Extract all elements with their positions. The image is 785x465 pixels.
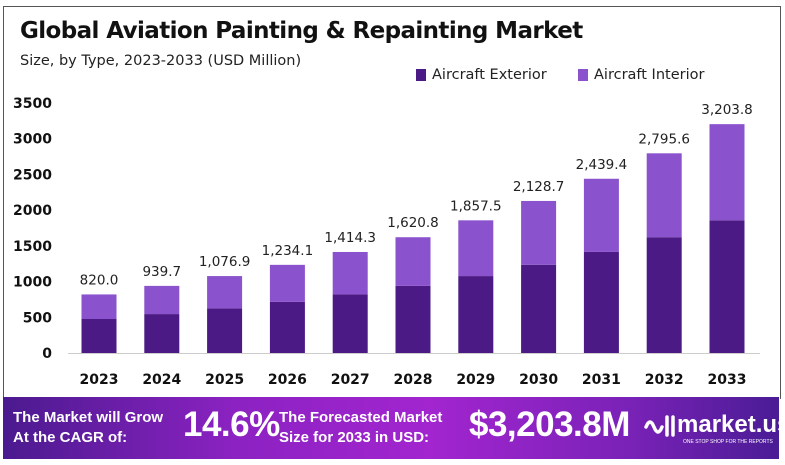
forecast-label: The Forecasted Market Size for 2033 in US… — [279, 408, 442, 448]
y-tick-label: 2500 — [13, 167, 52, 183]
data-label: 2,795.6 — [638, 131, 690, 147]
market-us-logo: market.us ONE STOP SHOP FOR THE REPORTS — [643, 411, 785, 445]
cagr-label: The Market will Grow At the CAGR of: — [13, 408, 163, 448]
legend-item-interior: Aircraft Interior — [578, 67, 704, 83]
x-tick-label: 2030 — [519, 372, 558, 388]
bar-exterior — [583, 251, 619, 353]
bar-exterior — [81, 319, 117, 353]
y-tick-label: 1000 — [13, 275, 52, 291]
bar-interior — [458, 220, 494, 277]
bar-interior — [269, 264, 305, 302]
x-tick-label: 2026 — [268, 372, 307, 388]
x-tick-label: 2027 — [331, 372, 370, 388]
bar-interior — [207, 276, 243, 309]
legend-swatch-interior — [578, 69, 588, 81]
chart-frame — [3, 6, 781, 399]
data-label: 939.7 — [142, 264, 181, 280]
chart-subtitle: Size, by Type, 2023-2033 (USD Million) — [20, 53, 302, 69]
bar-interior — [144, 285, 180, 315]
x-tick-label: 2033 — [708, 372, 747, 388]
bar-interior — [646, 153, 682, 238]
cagr-label-line1: The Market will Grow — [13, 409, 164, 426]
data-label: 2,439.4 — [576, 157, 628, 173]
bar-exterior — [332, 294, 368, 353]
bar-interior — [521, 200, 557, 265]
bar-exterior — [521, 264, 557, 353]
x-tick-label: 2031 — [582, 372, 621, 388]
x-tick-label: 2025 — [205, 372, 244, 388]
cagr-value: 14.6% — [183, 405, 280, 444]
y-tick-label: 0 — [42, 346, 52, 362]
x-tick-label: 2024 — [142, 372, 181, 388]
chart-title: Global Aviation Painting & Repainting Ma… — [20, 18, 583, 44]
y-tick-label: 2000 — [13, 203, 52, 219]
data-label: 1,857.5 — [450, 198, 502, 214]
legend-swatch-exterior — [416, 69, 426, 81]
bar-interior — [709, 124, 745, 221]
bar-exterior — [144, 314, 180, 353]
logo-tagline: ONE STOP SHOP FOR THE REPORTS — [683, 439, 773, 445]
cagr-label-line2: At the CAGR of: — [13, 429, 128, 446]
y-tick-label: 500 — [23, 310, 52, 326]
bar-exterior — [269, 301, 305, 353]
forecast-value: $3,203.8M — [469, 405, 630, 444]
data-label: 1,076.9 — [199, 254, 251, 270]
data-label: 820.0 — [80, 272, 119, 288]
y-tick-label: 3500 — [13, 96, 52, 112]
bar-exterior — [458, 276, 494, 353]
bar-interior — [81, 294, 117, 319]
bar-interior — [332, 251, 368, 295]
summary-banner: The Market will Grow At the CAGR of: 14.6… — [3, 397, 785, 459]
legend-item-exterior: Aircraft Exterior — [416, 67, 547, 83]
bar-exterior — [395, 285, 431, 353]
logo-text: market.us — [677, 411, 785, 438]
legend-label: Aircraft Interior — [594, 67, 705, 83]
data-label: 1,234.1 — [262, 243, 314, 259]
forecast-label-line2: Size for 2033 in USD: — [279, 429, 430, 446]
data-label: 1,414.3 — [324, 230, 376, 246]
data-label: 2,128.7 — [513, 179, 565, 195]
bar-exterior — [709, 220, 745, 353]
bar-interior — [395, 237, 431, 286]
x-tick-label: 2032 — [645, 372, 684, 388]
y-tick-label: 1500 — [13, 239, 52, 255]
data-label: 3,203.8 — [701, 102, 753, 118]
bar-interior — [583, 178, 619, 252]
logo-icon — [644, 415, 675, 437]
legend-label: Aircraft Exterior — [432, 67, 547, 83]
bar-exterior — [207, 308, 243, 353]
x-tick-label: 2023 — [80, 372, 119, 388]
plot-area: 0 500 1000 1500 2000 2500 3000 3500 820.0 2023 939… — [13, 96, 760, 388]
data-label: 1,620.8 — [387, 215, 439, 231]
x-tick-label: 2029 — [456, 372, 495, 388]
forecast-label-line1: The Forecasted Market — [279, 409, 443, 426]
y-tick-label: 3000 — [13, 132, 52, 148]
x-tick-label: 2028 — [394, 372, 433, 388]
bar-exterior — [646, 237, 682, 353]
